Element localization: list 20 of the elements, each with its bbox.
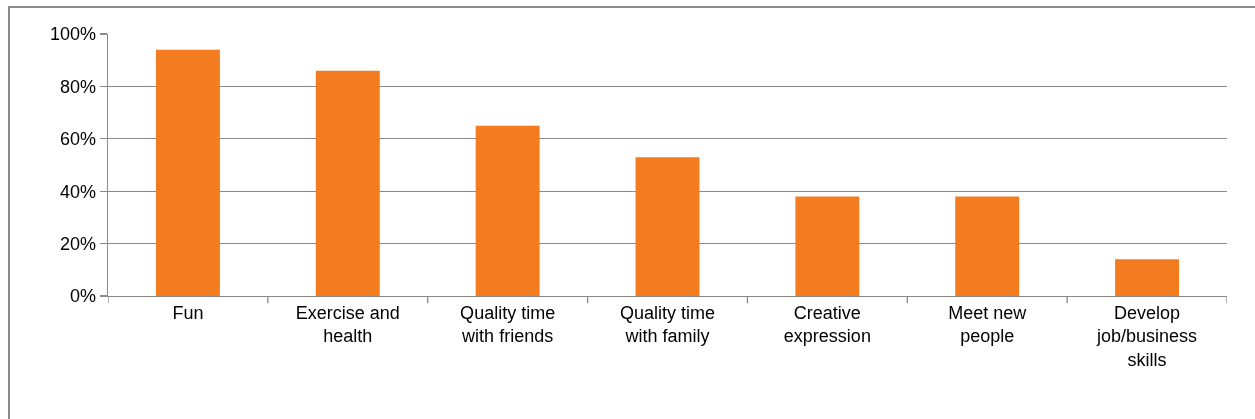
bar	[315, 70, 380, 296]
bar	[475, 125, 540, 296]
x-tick-label: Creative expression	[783, 302, 871, 347]
y-tick-label: 40%	[60, 181, 97, 202]
x-tick-label: Quality time with friends	[460, 302, 556, 347]
bar	[1115, 259, 1180, 296]
bar	[635, 157, 700, 296]
y-tick-label: 100%	[50, 24, 97, 45]
x-tick-label: Exercise and health	[295, 302, 400, 347]
x-tick-label: Meet new people	[948, 302, 1028, 347]
y-tick-label: 80%	[60, 76, 97, 97]
y-tick-label: 60%	[60, 129, 97, 150]
x-tick-label: Fun	[172, 302, 204, 323]
bar	[955, 196, 1020, 296]
bar	[155, 49, 220, 296]
x-tick-label: Develop job/business skills	[1096, 302, 1198, 370]
x-tick-label: Quality time with family	[619, 302, 716, 347]
y-tick-label: 20%	[60, 233, 97, 254]
bar	[795, 196, 860, 296]
y-tick-label: 0%	[70, 286, 97, 307]
